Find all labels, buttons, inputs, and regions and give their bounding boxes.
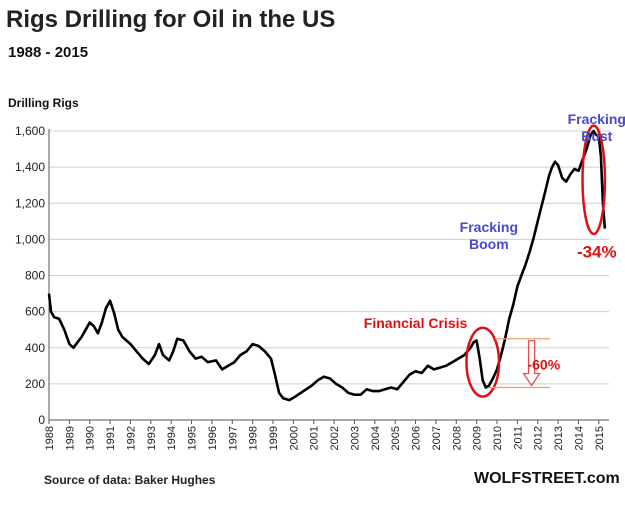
x-tick-label: 1993	[146, 426, 158, 450]
x-tick-label: 1997	[227, 426, 239, 450]
x-tick-label: 1989	[64, 426, 76, 450]
annotation-label: Fracking	[460, 219, 518, 235]
x-tick-label: 2007	[431, 426, 443, 450]
x-tick-label: 1992	[125, 426, 137, 450]
annotation-label: -34%	[577, 242, 617, 261]
y-tick-label: 0	[38, 413, 45, 427]
x-tick-label: 2001	[309, 426, 321, 450]
annotation-label: Boom	[469, 236, 509, 252]
annotation-label: Bust	[581, 128, 612, 144]
x-tick-label: 1988	[44, 426, 56, 450]
series-line	[47, 129, 607, 402]
y-tick-label: 1,000	[15, 232, 45, 246]
x-tick-label: 2000	[288, 426, 300, 450]
annotation-label: Financial Crisis	[364, 315, 468, 331]
x-tick-label: 2009	[472, 426, 484, 450]
x-tick-label: 1991	[105, 426, 117, 450]
chart-subtitle: 1988 - 2015	[8, 44, 89, 61]
x-tick-label: 2012	[533, 426, 545, 450]
y-tick-label: 600	[25, 305, 45, 319]
highlight-ellipse	[581, 124, 607, 236]
x-tick-label: 1996	[207, 426, 219, 450]
y-tick-label: 400	[25, 341, 45, 355]
x-tick-label: 1998	[248, 426, 260, 450]
y-axis-label: Drilling Rigs	[8, 96, 79, 110]
x-tick-label: 2008	[451, 426, 463, 450]
x-tick-label: 2006	[411, 426, 423, 450]
y-tick-label: 1,200	[15, 196, 45, 210]
x-tick-label: 2004	[370, 426, 382, 450]
drop-arrow	[522, 340, 541, 387]
y-tick-label: 200	[25, 377, 45, 391]
x-tick-label: 2005	[390, 426, 402, 450]
x-tick-label: 1995	[187, 426, 199, 450]
chart-title: Rigs Drilling for Oil in the US	[6, 6, 336, 33]
x-tick-label: 2003	[349, 426, 361, 450]
x-tick-label: 2015	[594, 426, 606, 450]
x-tick-label: 1999	[268, 426, 280, 450]
x-tick-label: 2002	[329, 426, 341, 450]
x-tick-label: 1990	[85, 426, 97, 450]
y-tick-label: 1,400	[15, 160, 45, 174]
x-tick-label: 2011	[512, 426, 524, 450]
highlight-ellipse	[465, 326, 501, 398]
brand-logo-text: WOLFSTREET.com	[474, 470, 620, 487]
x-tick-label: 2010	[492, 426, 504, 450]
x-tick-label: 2013	[553, 426, 565, 450]
annotation-label: Fracking	[568, 111, 625, 127]
annotation-label: -60%	[527, 356, 560, 372]
x-tick-label: 2014	[573, 426, 585, 450]
source-note: Source of data: Baker Hughes	[44, 473, 216, 487]
y-tick-label: 1,600	[15, 124, 45, 138]
x-tick-label: 1994	[166, 426, 178, 450]
y-tick-label: 800	[25, 269, 45, 283]
